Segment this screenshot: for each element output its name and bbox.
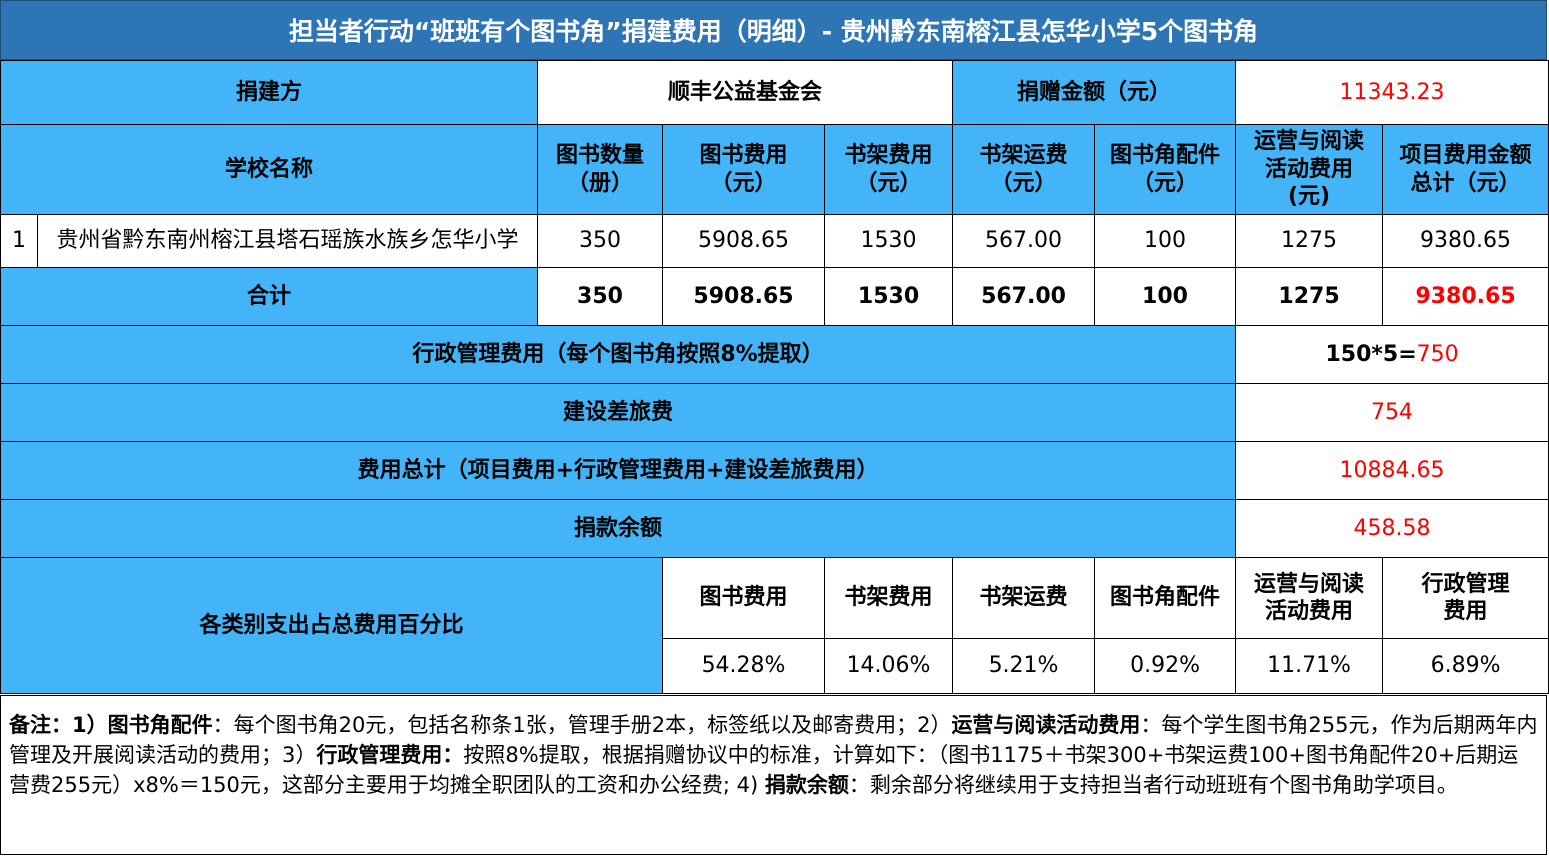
grand-total-value: 10884.65 [1235, 441, 1549, 500]
cost-table: 捐建方 顺丰公益基金会 捐赠金额（元） 11343.23 学校名称 图书数量 （册… [0, 60, 1549, 694]
remarks-text-balance: ：剩余部分将继续用于支持担当者行动班班有个图书角助学项目。 [848, 773, 1458, 797]
subtotal-book-qty: 350 [537, 267, 664, 326]
admin-fee-label: 行政管理费用（每个图书角按照8%提取） [0, 325, 1237, 384]
remarks: 备注：1）图书角配件：每个图书角20元，包括名称条1张，管理手册2本，标签纸以及… [0, 695, 1547, 855]
header-accessory: 图书角配件 （元） [1094, 124, 1237, 215]
remarks-heading-operations: 运营与阅读活动费用 [951, 713, 1141, 737]
percentage-value-row: 54.28% 14.06% 5.21% 0.92% 11.71% 6.89% [1, 638, 1549, 694]
remarks-text-admin: 按照8%提取，根据捐赠协议中的标准，计算如下：（图书1175＋书架300+书架运… [9, 743, 1519, 797]
cell-project-total: 9380.65 [1382, 214, 1549, 268]
pct-header-accessory: 图书角配件 [1094, 557, 1237, 639]
pct-header-operations: 运营与阅读 活动费用 [1235, 557, 1384, 639]
cell-accessory: 100 [1094, 214, 1237, 268]
table-row: 1 贵州省黔东南州榕江县塔石瑶族水族乡怎华小学 350 5908.65 1530… [0, 214, 1549, 268]
donor-label: 捐建方 [0, 60, 539, 125]
cell-book-qty: 350 [537, 214, 664, 268]
travel-fee-label: 建设差旅费 [0, 383, 1237, 442]
subtotal-label: 合计 [0, 267, 539, 326]
header-row: 学校名称 图书数量 （册） 图书费用 （元） 书架费用 （元） 书架运费 （元） 图书角… [0, 124, 1549, 215]
subtotal-row: 合计 350 5908.65 1530 567.00 100 1275 9380… [0, 267, 1549, 326]
balance-label: 捐款余额 [0, 499, 1237, 558]
header-operations: 运营与阅读 活动费用 (元) [1235, 124, 1384, 215]
admin-fee-row: 行政管理费用（每个图书角按照8%提取） 150*5=750 [0, 325, 1549, 384]
school-name: 贵州省黔东南州榕江县塔石瑶族水族乡怎华小学 [36, 214, 539, 268]
cell-shelf-cost: 1530 [824, 214, 954, 268]
remarks-heading-balance: 捐款余额 [764, 773, 849, 797]
cell-operations: 1275 [1235, 214, 1384, 268]
balance-row: 捐款余额 458.58 [0, 499, 1549, 558]
subtotal-shelf-shipping: 567.00 [952, 267, 1096, 326]
pct-value-shelf: 14.06% [824, 638, 954, 694]
remarks-heading-accessory: 图书角配件 [107, 713, 213, 737]
pct-header-book: 图书费用 [662, 557, 826, 639]
remarks-heading-admin: 行政管理费用： [316, 743, 464, 767]
row-index: 1 [0, 214, 38, 268]
subtotal-accessory: 100 [1094, 267, 1237, 326]
remarks-text-operations: ：每个学生图书角255元，作为后期两年内管理及开展阅读活动的费用；3） [9, 713, 1538, 767]
header-shelf-shipping: 书架运费 （元） [952, 124, 1096, 215]
grand-total-label: 费用总计（项目费用+行政管理费用+建设差旅费用） [0, 441, 1237, 500]
subtotal-project-total: 9380.65 [1382, 267, 1549, 326]
subtotal-shelf-cost: 1530 [824, 267, 954, 326]
pct-header-admin: 行政管理 费用 [1382, 557, 1549, 639]
cell-book-cost: 5908.65 [662, 214, 826, 268]
pct-value-accessory: 0.92% [1094, 638, 1237, 694]
percentage-label: 各类别支出占总费用百分比 [0, 557, 664, 694]
balance-value: 458.58 [1235, 499, 1549, 558]
pct-header-shelf-shipping: 书架运费 [952, 557, 1096, 639]
header-book-cost: 图书费用 （元） [662, 124, 826, 215]
donor-name: 顺丰公益基金会 [537, 60, 954, 125]
sheet-title: 担当者行动“班班有个图书角”捐建费用（明细）- 贵州黔东南榕江县怎华小学5个图书… [0, 0, 1547, 60]
pct-header-shelf: 书架费用 [824, 557, 954, 639]
subtotal-book-cost: 5908.65 [662, 267, 826, 326]
travel-fee-value: 754 [1235, 383, 1549, 442]
pct-value-shelf-shipping: 5.21% [952, 638, 1096, 694]
remarks-text-accessory: ：每个图书角20元，包括名称条1张，管理手册2本，标签纸以及邮寄费用；2） [212, 713, 952, 737]
pct-value-admin: 6.89% [1382, 638, 1549, 694]
pct-value-operations: 11.71% [1235, 638, 1384, 694]
pct-value-book: 54.28% [662, 638, 826, 694]
cell-shelf-shipping: 567.00 [952, 214, 1096, 268]
admin-fee-value: 150*5=750 [1235, 325, 1549, 384]
remarks-prefix: 备注：1） [9, 713, 108, 737]
header-shelf-cost: 书架费用 （元） [824, 124, 954, 215]
header-school-name: 学校名称 [0, 124, 539, 215]
header-project-total: 项目费用金额 总计（元） [1382, 124, 1549, 215]
donation-amount-label: 捐赠金额（元） [952, 60, 1237, 125]
donor-row: 捐建方 顺丰公益基金会 捐赠金额（元） 11343.23 [0, 60, 1549, 125]
header-book-qty: 图书数量 （册） [537, 124, 664, 215]
percentage-header-row: 各类别支出占总费用百分比 图书费用 书架费用 书架运费 图书角配件 运营与阅读活… [0, 557, 1549, 694]
subtotal-operations: 1275 [1235, 267, 1384, 326]
donation-amount: 11343.23 [1235, 60, 1549, 125]
travel-fee-row: 建设差旅费 754 [0, 383, 1549, 442]
grand-total-row: 费用总计（项目费用+行政管理费用+建设差旅费用） 10884.65 [0, 441, 1549, 500]
